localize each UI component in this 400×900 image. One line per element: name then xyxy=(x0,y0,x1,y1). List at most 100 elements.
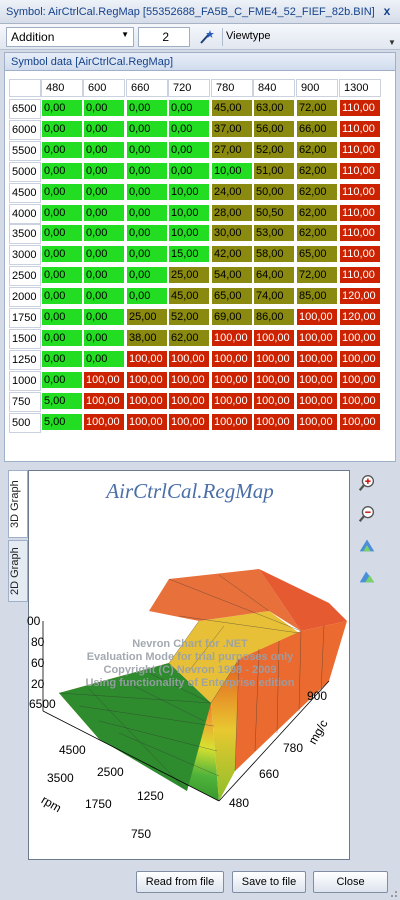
table-cell[interactable]: 100,00 xyxy=(296,349,338,368)
table-cell[interactable]: 100,00 xyxy=(253,391,295,410)
table-cell[interactable]: 110,00 xyxy=(339,140,381,159)
table-cell[interactable]: 0,00 xyxy=(41,245,83,264)
table-cell[interactable]: 64,00 xyxy=(253,266,295,285)
table-cell[interactable]: 100,00 xyxy=(168,391,210,410)
table-cell[interactable]: 100,00 xyxy=(253,349,295,368)
graph-3d[interactable]: AirCtrlCal.RegMap xyxy=(27,470,350,860)
toolbar-overflow-icon[interactable]: ▼ xyxy=(388,38,396,47)
table-cell[interactable]: 100,00 xyxy=(211,328,253,347)
table-cell[interactable]: 110,00 xyxy=(339,224,381,243)
table-cell[interactable]: 0,00 xyxy=(83,119,125,138)
table-cell[interactable]: 100,00 xyxy=(211,412,253,431)
table-cell[interactable]: 100,00 xyxy=(253,412,295,431)
table-cell[interactable]: 100,00 xyxy=(339,412,381,431)
operation-dropdown[interactable]: Addition ▼ xyxy=(6,27,134,47)
table-cell[interactable]: 25,00 xyxy=(126,308,168,326)
table-cell[interactable]: 100,00 xyxy=(296,328,338,347)
table-cell[interactable]: 100,00 xyxy=(126,349,168,368)
table-cell[interactable]: 0,00 xyxy=(41,99,83,117)
table-cell[interactable]: 0,00 xyxy=(41,349,83,368)
table-cell[interactable]: 0,00 xyxy=(41,119,83,138)
table-cell[interactable]: 52,00 xyxy=(253,140,295,159)
table-cell[interactable]: 120,00 xyxy=(339,287,381,306)
table-cell[interactable]: 56,00 xyxy=(253,119,295,138)
table-cell[interactable]: 0,00 xyxy=(83,328,125,347)
table-cell[interactable]: 50,00 xyxy=(253,182,295,201)
table-cell[interactable]: 28,00 xyxy=(211,203,253,222)
magic-wand-icon[interactable] xyxy=(198,29,214,45)
table-cell[interactable]: 65,00 xyxy=(211,287,253,306)
table-cell[interactable]: 0,00 xyxy=(83,224,125,243)
table-cell[interactable]: 0,00 xyxy=(168,119,210,138)
table-cell[interactable]: 27,00 xyxy=(211,140,253,159)
table-cell[interactable]: 0,00 xyxy=(126,266,168,285)
table-cell[interactable]: 100,00 xyxy=(253,370,295,389)
table-cell[interactable]: 42,00 xyxy=(211,245,253,264)
table-cell[interactable]: 100,00 xyxy=(253,328,295,347)
table-cell[interactable]: 0,00 xyxy=(126,182,168,201)
table-cell[interactable]: 0,00 xyxy=(126,203,168,222)
table-cell[interactable]: 0,00 xyxy=(41,140,83,159)
table-cell[interactable]: 100,00 xyxy=(83,412,125,431)
table-cell[interactable]: 58,00 xyxy=(253,245,295,264)
table-cell[interactable]: 53,00 xyxy=(253,224,295,243)
table-cell[interactable]: 62,00 xyxy=(296,182,338,201)
table-cell[interactable]: 0,00 xyxy=(126,119,168,138)
viewtype-label[interactable]: Viewtype xyxy=(226,30,271,42)
table-cell[interactable]: 0,00 xyxy=(41,203,83,222)
table-cell[interactable]: 30,00 xyxy=(211,224,253,243)
table-cell[interactable]: 0,00 xyxy=(83,245,125,264)
table-cell[interactable]: 100,00 xyxy=(211,349,253,368)
table-cell[interactable]: 38,00 xyxy=(126,328,168,347)
table-cell[interactable]: 0,00 xyxy=(83,308,125,326)
table-cell[interactable]: 110,00 xyxy=(339,245,381,264)
resize-grip-icon[interactable] xyxy=(388,888,398,898)
table-cell[interactable]: 0,00 xyxy=(126,287,168,306)
table-cell[interactable]: 0,00 xyxy=(126,224,168,243)
table-cell[interactable]: 100,00 xyxy=(296,308,338,326)
table-cell[interactable]: 5,00 xyxy=(41,412,83,431)
table-cell[interactable]: 100,00 xyxy=(126,370,168,389)
table-cell[interactable]: 63,00 xyxy=(253,99,295,117)
table-cell[interactable]: 0,00 xyxy=(126,161,168,180)
table-cell[interactable]: 65,00 xyxy=(296,245,338,264)
elevate-view-icon[interactable] xyxy=(356,565,378,587)
table-cell[interactable]: 45,00 xyxy=(168,287,210,306)
table-cell[interactable]: 100,00 xyxy=(296,412,338,431)
zoom-out-icon[interactable] xyxy=(356,503,378,525)
table-cell[interactable]: 37,00 xyxy=(211,119,253,138)
table-cell[interactable]: 0,00 xyxy=(41,224,83,243)
table-cell[interactable]: 100,00 xyxy=(168,349,210,368)
table-cell[interactable]: 62,00 xyxy=(168,328,210,347)
table-cell[interactable]: 54,00 xyxy=(211,266,253,285)
table-cell[interactable]: 100,00 xyxy=(339,349,381,368)
table-cell[interactable]: 62,00 xyxy=(296,203,338,222)
table-cell[interactable]: 100,00 xyxy=(339,391,381,410)
table-cell[interactable]: 110,00 xyxy=(339,99,381,117)
table-cell[interactable]: 62,00 xyxy=(296,224,338,243)
table-cell[interactable]: 110,00 xyxy=(339,119,381,138)
table-cell[interactable]: 100,00 xyxy=(126,391,168,410)
table-cell[interactable]: 100,00 xyxy=(211,370,253,389)
table-cell[interactable]: 10,00 xyxy=(168,182,210,201)
table-cell[interactable]: 0,00 xyxy=(126,140,168,159)
tab-2d-graph[interactable]: 2D Graph xyxy=(8,540,28,602)
close-button[interactable]: Close xyxy=(313,871,388,893)
table-cell[interactable]: 0,00 xyxy=(83,182,125,201)
table-cell[interactable]: 0,00 xyxy=(83,203,125,222)
table-cell[interactable]: 10,00 xyxy=(211,161,253,180)
table-cell[interactable]: 0,00 xyxy=(126,99,168,117)
save-to-file-button[interactable]: Save to file xyxy=(232,871,306,893)
table-cell[interactable]: 0,00 xyxy=(83,99,125,117)
table-cell[interactable]: 0,00 xyxy=(41,266,83,285)
table-cell[interactable]: 51,00 xyxy=(253,161,295,180)
table-cell[interactable]: 100,00 xyxy=(168,412,210,431)
table-cell[interactable]: 0,00 xyxy=(41,287,83,306)
table-cell[interactable]: 0,00 xyxy=(83,287,125,306)
table-cell[interactable]: 100,00 xyxy=(296,370,338,389)
table-cell[interactable]: 85,00 xyxy=(296,287,338,306)
amount-input[interactable]: 2 xyxy=(138,27,190,47)
table-cell[interactable]: 0,00 xyxy=(41,370,83,389)
table-cell[interactable]: 0,00 xyxy=(41,182,83,201)
table-cell[interactable]: 62,00 xyxy=(296,161,338,180)
